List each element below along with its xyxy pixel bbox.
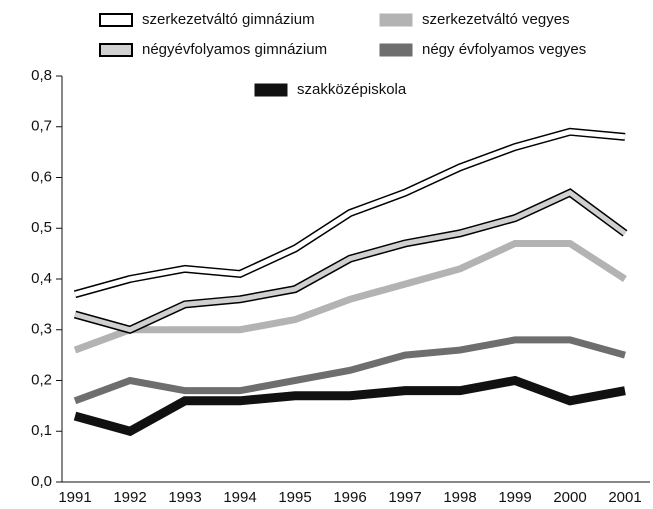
legend-label: négy évfolyamos vegyes [422,41,586,58]
y-tick-label: 0,0 [31,473,52,490]
line [74,129,626,297]
legend-swatch [99,13,133,27]
line [73,336,626,405]
x-tick-label: 1991 [58,489,91,506]
line [73,375,626,437]
y-tick-label: 0,1 [31,422,52,439]
legend-label: szerkezetváltó gimnázium [142,11,315,28]
y-tick-label: 0,8 [31,67,52,84]
legend-label: szerkezetváltó vegyes [422,11,570,28]
x-tick-label: 1993 [168,489,201,506]
y-tick-label: 0,7 [31,118,52,135]
line [73,239,627,354]
legend-label: szakközépiskola [297,81,407,98]
x-tick-label: 1995 [278,489,311,506]
legend-swatch [379,13,413,27]
y-tick-label: 0,2 [31,371,52,388]
x-tick-label: 1996 [333,489,366,506]
x-tick-label: 2001 [608,489,641,506]
legend-swatch [99,43,133,57]
x-tick-label: 1997 [388,489,421,506]
x-tick-label: 1998 [443,489,476,506]
legend-swatch [379,43,413,57]
x-tick-label: 2000 [553,489,586,506]
legend-label: négyévfolyamos gimnázium [142,41,327,58]
y-tick-label: 0,3 [31,321,52,338]
x-tick-label: 1999 [498,489,531,506]
legend-swatch [254,83,288,97]
x-tick-label: 1992 [113,489,146,506]
y-tick-label: 0,5 [31,219,52,236]
line [74,189,627,333]
y-tick-label: 0,4 [31,270,52,287]
x-tick-label: 1994 [223,489,256,506]
y-tick-label: 0,6 [31,168,52,185]
